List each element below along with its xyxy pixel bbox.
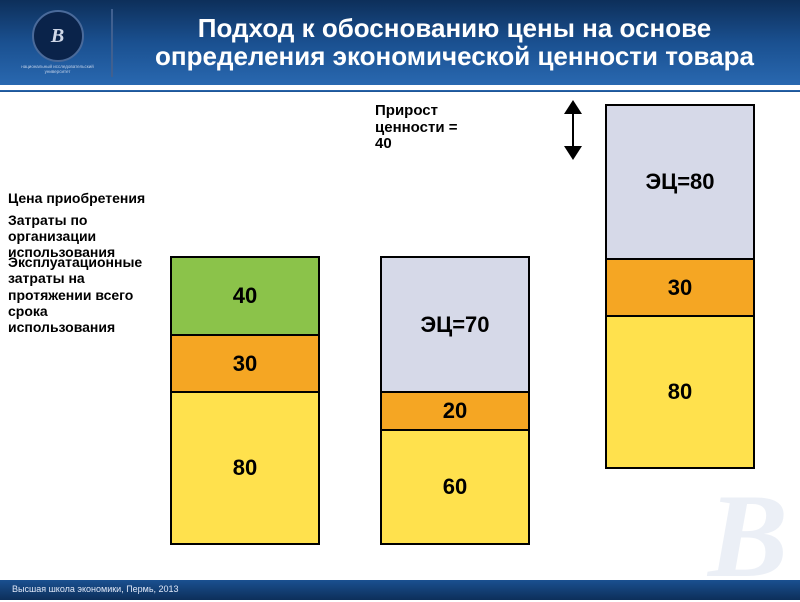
label-price: Цена приобретения: [8, 190, 158, 206]
footer-text: Высшая школа экономики, Пермь, 2013: [12, 584, 179, 594]
logo-letter: В: [51, 25, 64, 48]
segment: 30: [172, 334, 318, 391]
annot-line3: 40: [375, 135, 392, 152]
header-underline: [0, 89, 800, 93]
logo-icon: В: [32, 10, 84, 62]
label-exploitation-cost: Эксплуатационные затраты на протяжении в…: [8, 254, 158, 334]
segment: 80: [607, 315, 753, 467]
stack-a: 403080: [170, 256, 320, 545]
value-gain-annotation: Прирост ценности = 40: [375, 103, 458, 153]
stack-b: ЭЦ=702060: [380, 256, 530, 545]
segment: ЭЦ=80: [607, 106, 753, 258]
segment: 20: [382, 391, 528, 429]
segment: 60: [382, 429, 528, 543]
annot-line1: Прирост: [375, 102, 438, 119]
stack-c: ЭЦ=803080: [605, 104, 755, 469]
content-area: Цена приобретения Затраты по организации…: [0, 95, 800, 565]
slide-footer: Высшая школа экономики, Пермь, 2013: [0, 580, 800, 600]
segment: 30: [607, 258, 753, 315]
logo-block: В национальный исследовательский универс…: [10, 0, 105, 85]
slide-title: Подход к обоснованию цены на основе опре…: [119, 15, 790, 70]
annot-line2: ценности =: [375, 119, 458, 136]
label-org-cost: Затраты по организации использования: [8, 212, 158, 260]
logo-subtitle: национальный исследовательский университ…: [10, 65, 105, 75]
stacked-chart: Прирост ценности = 40 403080 ЭЦ=702060 Э…: [165, 95, 785, 555]
header-divider: [111, 9, 113, 77]
row-labels: Цена приобретения Затраты по организации…: [8, 190, 158, 335]
slide-header: В национальный исследовательский универс…: [0, 0, 800, 85]
segment: 80: [172, 391, 318, 543]
segment: 40: [172, 258, 318, 334]
double-arrow-icon: [560, 100, 590, 160]
segment: ЭЦ=70: [382, 258, 528, 391]
